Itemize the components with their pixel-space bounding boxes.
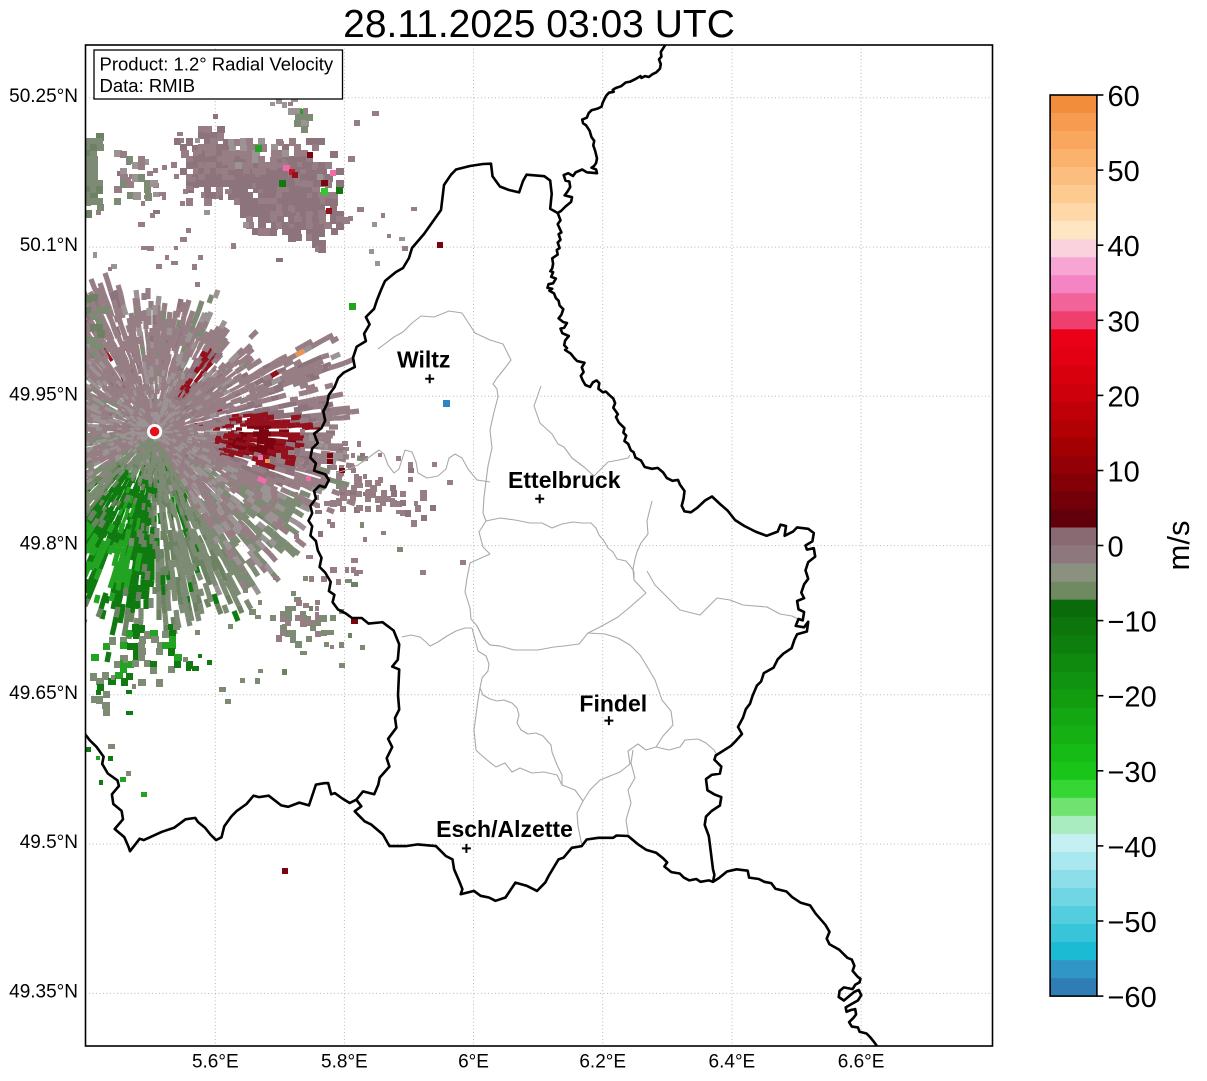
svg-text:0: 0: [1108, 532, 1124, 564]
svg-text:28.11.2025 03:03 UTC: 28.11.2025 03:03 UTC: [343, 3, 735, 46]
svg-text:20: 20: [1108, 381, 1140, 413]
svg-text:−20: −20: [1108, 682, 1157, 714]
svg-text:49.5°N: 49.5°N: [20, 832, 78, 853]
svg-text:49.35°N: 49.35°N: [9, 981, 78, 1002]
svg-text:−60: −60: [1108, 982, 1157, 1014]
svg-text:Data: RMIB: Data: RMIB: [100, 75, 196, 96]
svg-text:Findel: Findel: [579, 691, 647, 717]
svg-text:50.25°N: 50.25°N: [9, 86, 78, 107]
svg-text:−10: −10: [1108, 607, 1157, 639]
svg-text:Ettelbruck: Ettelbruck: [508, 467, 621, 493]
svg-text:6.2°E: 6.2°E: [579, 1052, 626, 1073]
svg-text:Esch/Alzette: Esch/Alzette: [436, 816, 573, 842]
svg-text:m/s: m/s: [1161, 521, 1196, 571]
svg-text:6.6°E: 6.6°E: [838, 1052, 885, 1073]
svg-text:6°E: 6°E: [458, 1052, 489, 1073]
svg-text:40: 40: [1108, 231, 1140, 263]
svg-text:5.8°E: 5.8°E: [321, 1052, 368, 1073]
svg-text:30: 30: [1108, 306, 1140, 338]
svg-text:5.6°E: 5.6°E: [192, 1052, 239, 1073]
svg-text:−50: −50: [1108, 907, 1157, 939]
svg-text:50: 50: [1108, 156, 1140, 188]
svg-text:49.8°N: 49.8°N: [20, 534, 78, 555]
svg-text:49.65°N: 49.65°N: [9, 683, 78, 704]
svg-text:−40: −40: [1108, 832, 1157, 864]
svg-text:49.95°N: 49.95°N: [9, 384, 78, 405]
svg-text:60: 60: [1108, 81, 1140, 113]
svg-text:−30: −30: [1108, 757, 1157, 789]
svg-text:Wiltz: Wiltz: [397, 347, 450, 373]
svg-text:10: 10: [1108, 457, 1140, 489]
svg-text:6.4°E: 6.4°E: [709, 1052, 756, 1073]
svg-text:Product: 1.2° Radial Velocity: Product: 1.2° Radial Velocity: [100, 54, 334, 75]
svg-text:50.1°N: 50.1°N: [20, 235, 78, 256]
